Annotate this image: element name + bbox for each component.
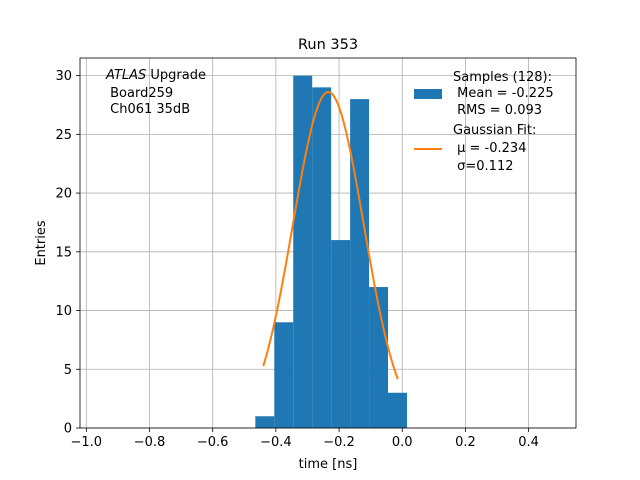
annotation-line-3: Ch061 35dB xyxy=(106,102,190,117)
histogram-bar xyxy=(331,240,351,428)
x-tick-label: 0.0 xyxy=(392,435,413,450)
legend-fit-line-3: σ=0.112 xyxy=(453,159,513,174)
x-tick-label: −0.8 xyxy=(134,435,166,450)
legend-fit-line-1: Gaussian Fit: xyxy=(453,123,536,138)
y-tick-label: 25 xyxy=(55,128,72,143)
x-axis-label: time [ns] xyxy=(299,457,358,472)
histogram-bar xyxy=(369,287,389,428)
plot-area xyxy=(79,57,577,429)
x-tick-label: −1.0 xyxy=(71,435,103,450)
x-tick-label: 0.4 xyxy=(518,435,539,450)
annotation-italic: ATLAS xyxy=(105,68,146,83)
atlas-annotation: ATLAS Upgrade Board259 Ch061 35dB xyxy=(105,68,206,117)
x-tick-label: −0.6 xyxy=(197,435,229,450)
x-tick-label: −0.2 xyxy=(323,435,355,450)
y-axis: 0 5 10 15 20 25 30 xyxy=(55,69,80,437)
legend-fit-line-2: μ = -0.234 xyxy=(453,141,526,156)
y-tick-label: 5 xyxy=(64,363,72,378)
y-tick-label: 20 xyxy=(55,187,72,202)
histogram-bar xyxy=(350,99,370,428)
histogram-bar xyxy=(255,416,275,428)
y-tick-label: 15 xyxy=(55,245,72,260)
legend-samples-line-3: RMS = 0.093 xyxy=(453,103,542,118)
y-tick-label: 30 xyxy=(55,69,72,84)
gaussian-fit-curve xyxy=(262,91,399,380)
legend-samples-swatch xyxy=(414,89,442,99)
y-tick-label: 10 xyxy=(55,304,72,319)
plot-frame xyxy=(79,57,577,429)
y-axis-label: Entries xyxy=(34,220,49,266)
x-axis: −1.0 −0.8 −0.6 −0.4 −0.2 0.0 0.2 0.4 xyxy=(71,428,539,450)
y-tick-label: 0 xyxy=(64,422,72,437)
histogram-bars xyxy=(255,75,407,428)
annotation-line-2: Board259 xyxy=(106,86,173,101)
legend: Samples (128): Mean = -0.225 RMS = 0.093… xyxy=(414,70,554,174)
histogram-bar xyxy=(388,392,407,428)
annotation-line-1-rest: Upgrade xyxy=(146,68,206,83)
histogram-bar xyxy=(293,75,313,428)
histogram-bar xyxy=(274,322,294,428)
x-tick-label: 0.2 xyxy=(455,435,476,450)
chart-title: Run 353 xyxy=(298,37,358,53)
annotation-line-1: ATLAS Upgrade xyxy=(105,68,206,83)
legend-samples-line-2: Mean = -0.225 xyxy=(453,86,554,101)
x-tick-label: −0.4 xyxy=(260,435,292,450)
histogram-bar xyxy=(312,87,332,428)
legend-samples-line-1: Samples (128): xyxy=(453,70,552,85)
